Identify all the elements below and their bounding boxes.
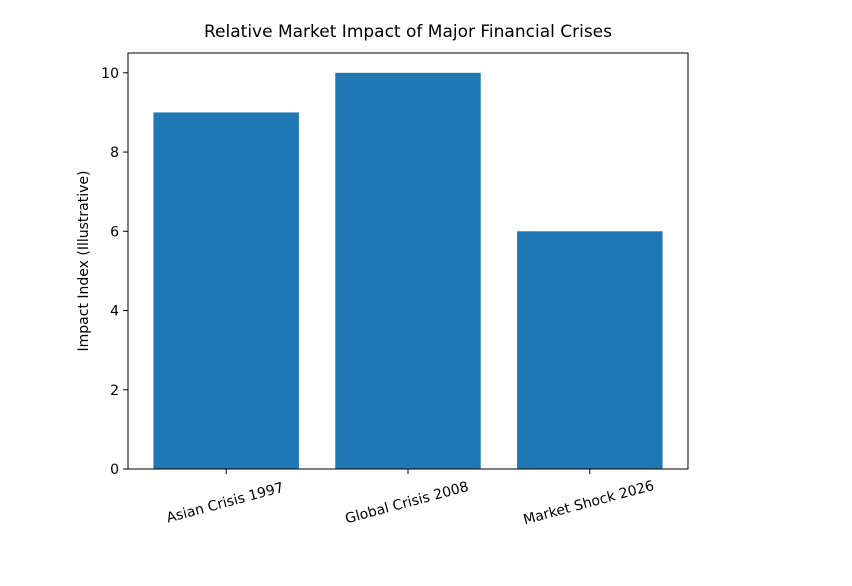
x-tick-label: Global Crisis 2008 [344,479,471,527]
y-tick-label: 8 [110,145,119,161]
x-tick-label: Asian Crisis 1997 [165,480,286,527]
chart-title: Relative Market Impact of Major Financia… [204,22,612,42]
bar [153,112,299,469]
x-labels: Asian Crisis 1997 Global Crisis 2008 Marke… [165,478,656,528]
bar [517,231,663,469]
bar [335,72,481,470]
y-tick-label: 0 [110,462,119,478]
x-tick-label: Market Shock 2026 [522,478,656,528]
y-tick-label: 10 [101,66,119,82]
y-tick-label: 6 [110,224,119,240]
y-tick-label: 4 [110,304,119,320]
plot-area: 0 2 4 6 8 10 [101,66,663,478]
y-tick-label: 2 [110,383,119,399]
y-axis-label: Impact Index (Illustrative) [76,171,92,352]
